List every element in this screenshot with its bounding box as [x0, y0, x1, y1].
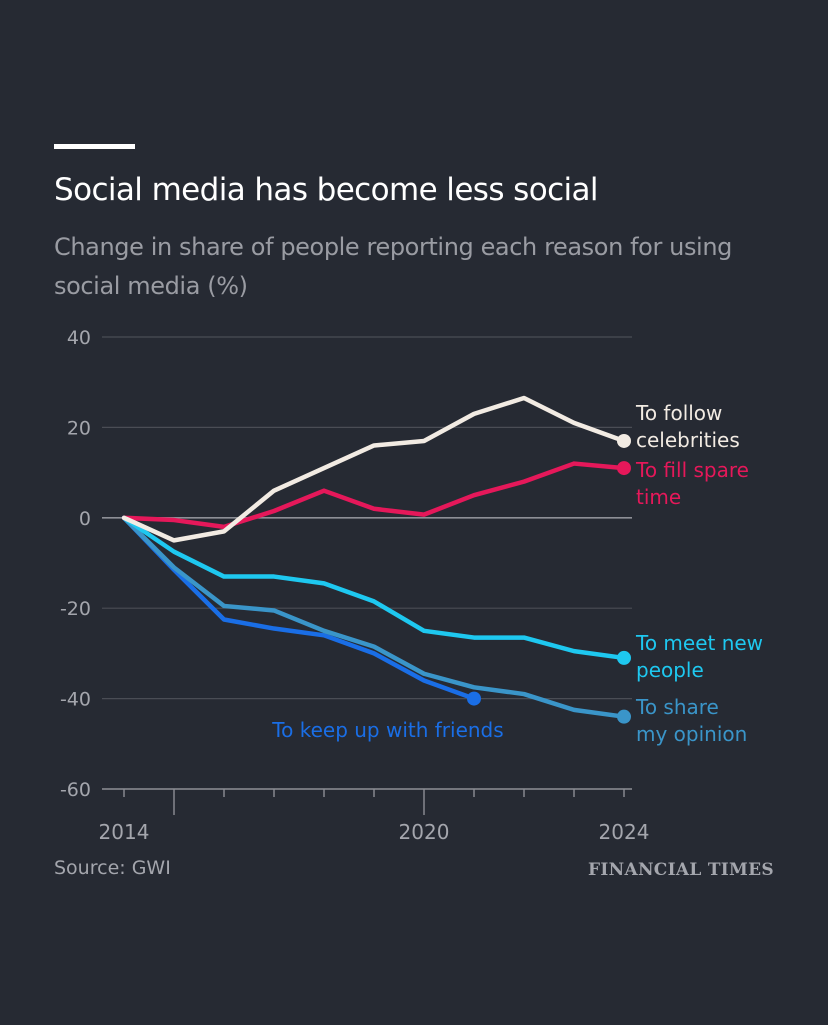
y-tick-label: 20 [67, 417, 91, 439]
series-label-line: To share [635, 695, 719, 719]
series-label: To share my opinion [635, 695, 747, 746]
x-tick-label: 2024 [599, 820, 650, 844]
series-endpoint [617, 650, 631, 665]
series-label-line: time [636, 485, 681, 509]
series-label-line: celebrities [636, 428, 740, 452]
y-tick-label: 0 [79, 508, 91, 530]
x-tick-label: 2020 [399, 820, 450, 844]
series-label: To follow celebrities [635, 401, 740, 452]
series-label-line: people [636, 658, 704, 682]
series-line-to-share-my-opinion [121, 515, 627, 719]
y-tick-label: -60 [60, 779, 91, 801]
ft-accent-bar [54, 144, 135, 149]
chart-subtitle: Change in share of people reporting each… [54, 233, 732, 300]
series-lines [121, 395, 631, 724]
y-tick-label: -20 [60, 598, 91, 620]
series-line-to-meet-new-people [121, 515, 627, 661]
y-tick-label: -40 [60, 689, 91, 711]
chart-title: Social media has become less social [54, 172, 599, 208]
series-label: To fill spare time [635, 458, 749, 509]
series-label-line: To fill spare [635, 458, 749, 482]
series-line-to-keep-up-with-friends [121, 515, 477, 701]
series-label-line: To keep up with friends [271, 718, 503, 742]
x-tick-label: 2014 [99, 820, 150, 844]
series-line-to-follow-celebrities [121, 395, 627, 543]
series-endpoint [467, 691, 481, 706]
y-tick-label: 40 [67, 327, 91, 349]
source-note: Source: GWI [54, 857, 171, 879]
ft-logo: FINANCIAL TIMES [588, 860, 774, 880]
series-label: To keep up with friends [271, 718, 503, 742]
series-endpoint [617, 709, 631, 724]
series-label: To meet new people [635, 631, 763, 682]
gridlines [102, 336, 632, 700]
series-label-line: To follow [635, 401, 722, 425]
series-endpoint [617, 433, 631, 448]
series-endpoint [617, 461, 631, 476]
x-axis: 2014 2020 2024 [99, 788, 650, 844]
y-axis-labels: 40 20 0 -20 -40 -60 [60, 327, 91, 801]
series-line-to-fill-spare-time [121, 461, 627, 530]
series-label-line: my opinion [636, 722, 747, 746]
series-label-line: To meet new [635, 631, 763, 655]
